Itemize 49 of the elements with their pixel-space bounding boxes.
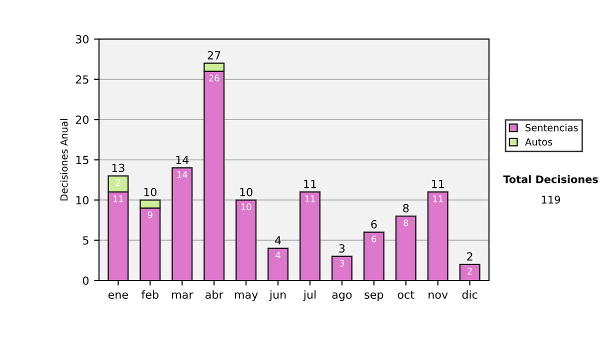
total-label: 27: [208, 51, 220, 60]
total-label: 3: [339, 244, 345, 253]
x-tick-label: jun: [269, 290, 286, 301]
legend-label: Autos: [525, 138, 552, 146]
data-label: 26: [209, 74, 220, 82]
data-label: 10: [241, 203, 252, 210]
total-label: 4: [275, 236, 281, 244]
total-label: 2: [467, 252, 472, 260]
x-tick-label: sep: [364, 292, 384, 301]
total-label: 11: [304, 180, 316, 188]
y-tick-label: 0: [82, 276, 89, 285]
total-label: 13: [112, 164, 124, 172]
total-label: 10: [144, 188, 156, 196]
x-tick-label: ago: [332, 292, 352, 301]
total-label: 6: [371, 220, 377, 228]
y-tick-label: 20: [76, 116, 89, 124]
data-label: 11: [433, 195, 443, 202]
x-tick-label: dic: [462, 290, 478, 299]
total-label: 14: [176, 156, 189, 164]
y-tick-label: 10: [76, 196, 89, 204]
y-axis-title: Decisiones Anual: [60, 119, 68, 200]
x-tick-label: ene: [108, 292, 128, 299]
x-tick-label: abr: [206, 290, 224, 299]
y-tick-label: 30: [76, 35, 89, 44]
x-tick-label: jul: [303, 290, 316, 301]
x-tick-label: may: [234, 292, 258, 301]
x-tick-label: mar: [172, 292, 194, 299]
x-tick-label: nov: [428, 292, 448, 299]
data-label: 8: [404, 220, 408, 226]
total-label: 8: [403, 204, 409, 212]
total-label: 11: [432, 180, 444, 188]
text: Total Decisiones: [503, 175, 598, 184]
data-label: 9: [148, 211, 152, 218]
data-label: 11: [113, 195, 124, 202]
data-label: 2: [116, 179, 120, 186]
text: 119: [542, 196, 560, 204]
total-label: 10: [240, 188, 252, 196]
data-label: 4: [276, 252, 280, 258]
legend-label: Sentencias: [526, 124, 578, 132]
data-label: 3: [340, 260, 344, 267]
y-tick-label: 5: [83, 236, 88, 245]
y-tick-label: 15: [76, 156, 88, 164]
data-label: 11: [305, 195, 315, 202]
x-tick-label: feb: [142, 290, 158, 299]
x-tick-label: oct: [398, 290, 414, 299]
data-label: 2: [468, 268, 472, 274]
data-label: 6: [372, 236, 376, 242]
data-label: 14: [177, 171, 188, 178]
y-tick-label: 25: [76, 75, 88, 84]
